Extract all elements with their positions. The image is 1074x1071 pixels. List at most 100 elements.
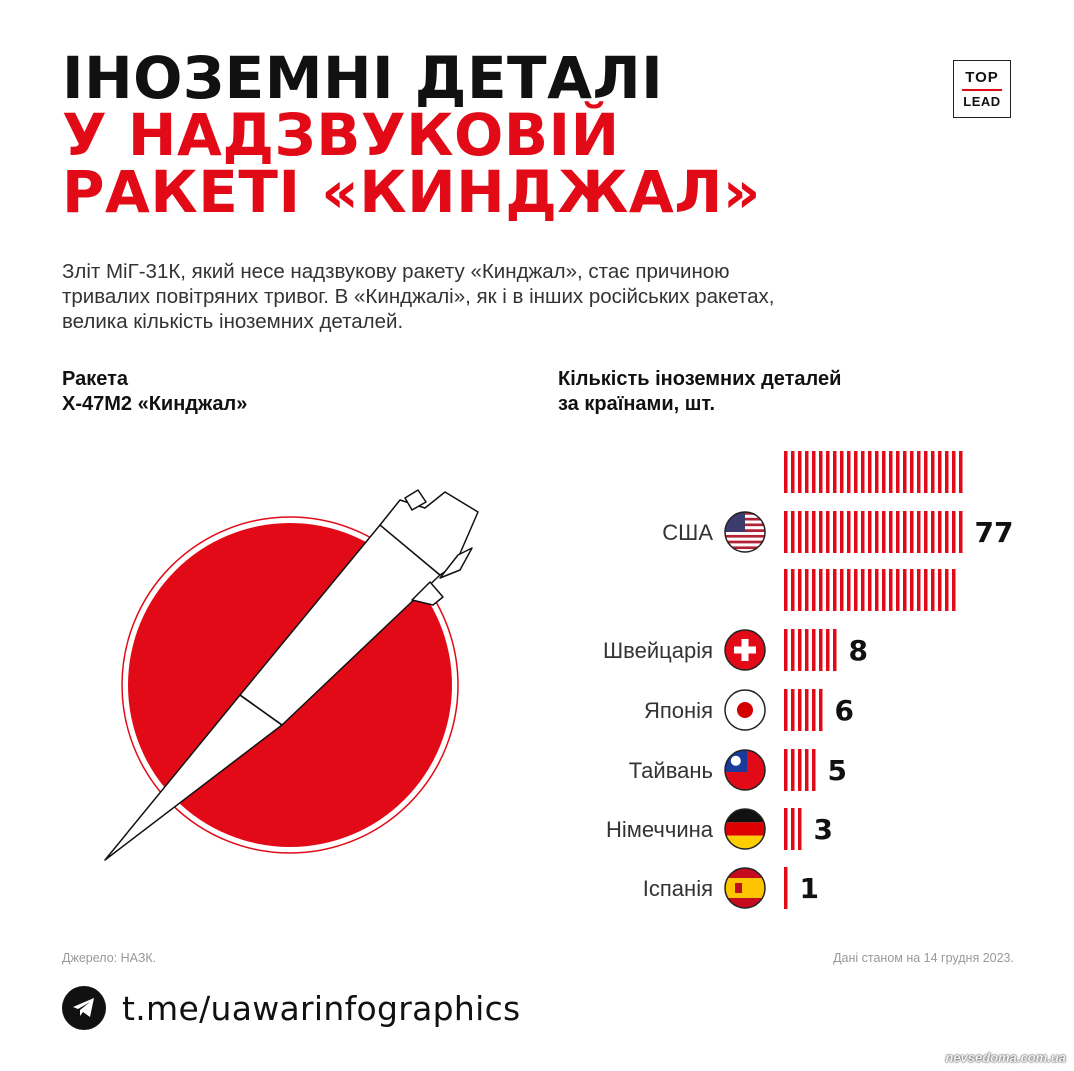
chart-heading-line-2: за країнами, шт.	[558, 393, 716, 415]
bar-stripe	[812, 511, 816, 553]
bar-stripe	[903, 451, 907, 493]
bar-stripe	[791, 451, 795, 493]
chart-row: Тайвань 5	[629, 749, 847, 791]
taiwan-flag-icon	[724, 749, 766, 791]
value-label: 5	[828, 754, 847, 787]
bar-stripe	[840, 451, 844, 493]
bar-stripe	[819, 629, 823, 671]
missile-icon	[104, 489, 479, 861]
telegram-icon[interactable]	[62, 986, 106, 1030]
bar-stripe	[812, 629, 816, 671]
bar-stripe	[903, 511, 907, 553]
bar-stripe	[784, 689, 788, 731]
logo-bottom-text: LEAD	[963, 94, 1001, 109]
bar-stripe	[847, 511, 851, 553]
bar-stripe	[812, 689, 816, 731]
category-label: Іспанія	[643, 876, 713, 901]
germany-flag-icon	[724, 808, 766, 850]
bar-stripe	[819, 689, 823, 731]
date-note: Дані станом на 14 грудня 2023.	[833, 951, 1014, 965]
value-label: 1	[800, 872, 819, 905]
bar-stripe	[784, 569, 788, 611]
missile-heading-line-1: Ракета	[62, 368, 128, 390]
chart-row: Іспанія 1	[643, 867, 819, 909]
logo-divider	[962, 89, 1002, 91]
bar-stripe	[840, 511, 844, 553]
bar-stripe	[798, 569, 802, 611]
title-line-1: ІНОЗЕМНІ ДЕТАЛІ	[62, 44, 664, 112]
usa-flag-icon	[724, 511, 766, 553]
bar-stripe	[910, 511, 914, 553]
chart-row: Німеччина 3	[606, 808, 833, 850]
category-label: США	[662, 520, 713, 545]
bar-stripe	[798, 689, 802, 731]
bar-stripe	[798, 808, 802, 850]
bar-stripe	[903, 569, 907, 611]
bar-stripe	[812, 451, 816, 493]
bar-stripe	[917, 511, 921, 553]
bar-stripe	[882, 569, 886, 611]
target-circle-outline	[121, 516, 459, 854]
missile-heading: Ракета Х-47М2 «Кинджал»	[62, 367, 247, 417]
value-label: 8	[849, 634, 868, 667]
bar-stripe	[805, 749, 809, 791]
bar-stripe	[833, 629, 837, 671]
bar-stripe	[805, 511, 809, 553]
category-label: Японія	[644, 698, 713, 723]
bar-stripe	[952, 569, 956, 611]
bar-stripe	[833, 511, 837, 553]
bar-stripe	[784, 451, 788, 493]
page-title: ІНОЗЕМНІ ДЕТАЛІ У НАДЗВУКОВІЙ РАКЕТІ «КИ…	[62, 44, 761, 221]
bar-stripe	[854, 569, 858, 611]
telegram-link[interactable]: t.me/uawarinfographics	[122, 988, 521, 1028]
bar-stripe	[798, 511, 802, 553]
bar-stripe	[798, 749, 802, 791]
bar-stripe	[784, 629, 788, 671]
bar-stripe	[938, 511, 942, 553]
bar-stripe	[882, 451, 886, 493]
switzerland-flag-icon	[724, 629, 766, 671]
intro-line-3: велика кількість іноземних деталей.	[62, 310, 404, 333]
bar-stripe	[868, 569, 872, 611]
category-label: Тайвань	[629, 758, 713, 783]
bar-stripe	[875, 451, 879, 493]
bar-stripe	[826, 569, 830, 611]
bar-stripe	[812, 749, 816, 791]
bar-stripe	[791, 569, 795, 611]
chart-row: Швейцарія 8	[603, 629, 868, 671]
bar-stripe	[805, 689, 809, 731]
bar-stripe	[938, 451, 942, 493]
bar-stripe	[791, 808, 795, 850]
japan-flag-icon	[724, 689, 766, 731]
bar-stripe	[952, 511, 956, 553]
bar-stripe	[896, 511, 900, 553]
bar-stripe	[791, 629, 795, 671]
bar-stripe	[924, 569, 928, 611]
intro-paragraph: Зліт МіГ-31К, який несе надзвукову ракет…	[62, 259, 982, 334]
bar-stripe	[938, 569, 942, 611]
bar-stripe	[945, 511, 949, 553]
bar-stripe	[945, 569, 949, 611]
parts-by-country-chart: США 77 Швейцарія 8 Японія 6 Тайвань 5 Німеччина 3…	[603, 451, 1014, 909]
chart-heading-line-1: Кількість іноземних деталей	[558, 368, 842, 390]
logo-top-text: TOP	[965, 69, 999, 86]
bar-stripe	[847, 569, 851, 611]
value-label: 77	[975, 516, 1014, 549]
bar-stripe	[882, 511, 886, 553]
bar-stripe	[854, 511, 858, 553]
bar-stripe	[931, 569, 935, 611]
bar-stripe	[791, 689, 795, 731]
bar-stripe	[917, 569, 921, 611]
bar-stripe	[889, 511, 893, 553]
category-label: Німеччина	[606, 817, 714, 842]
bar-stripe	[819, 451, 823, 493]
intro-line-2: тривалих повітряних тривог. В «Кинджалі»…	[62, 285, 775, 308]
missile-heading-line-2: Х-47М2 «Кинджал»	[62, 393, 248, 415]
toplead-logo: TOP LEAD	[953, 60, 1011, 118]
bar-stripe	[791, 749, 795, 791]
telegram-link-row[interactable]: t.me/uawarinfographics	[62, 986, 521, 1030]
value-label: 3	[814, 813, 833, 846]
bar-stripe	[959, 451, 963, 493]
bar-stripe	[784, 808, 788, 850]
missile-illustration	[104, 489, 479, 861]
